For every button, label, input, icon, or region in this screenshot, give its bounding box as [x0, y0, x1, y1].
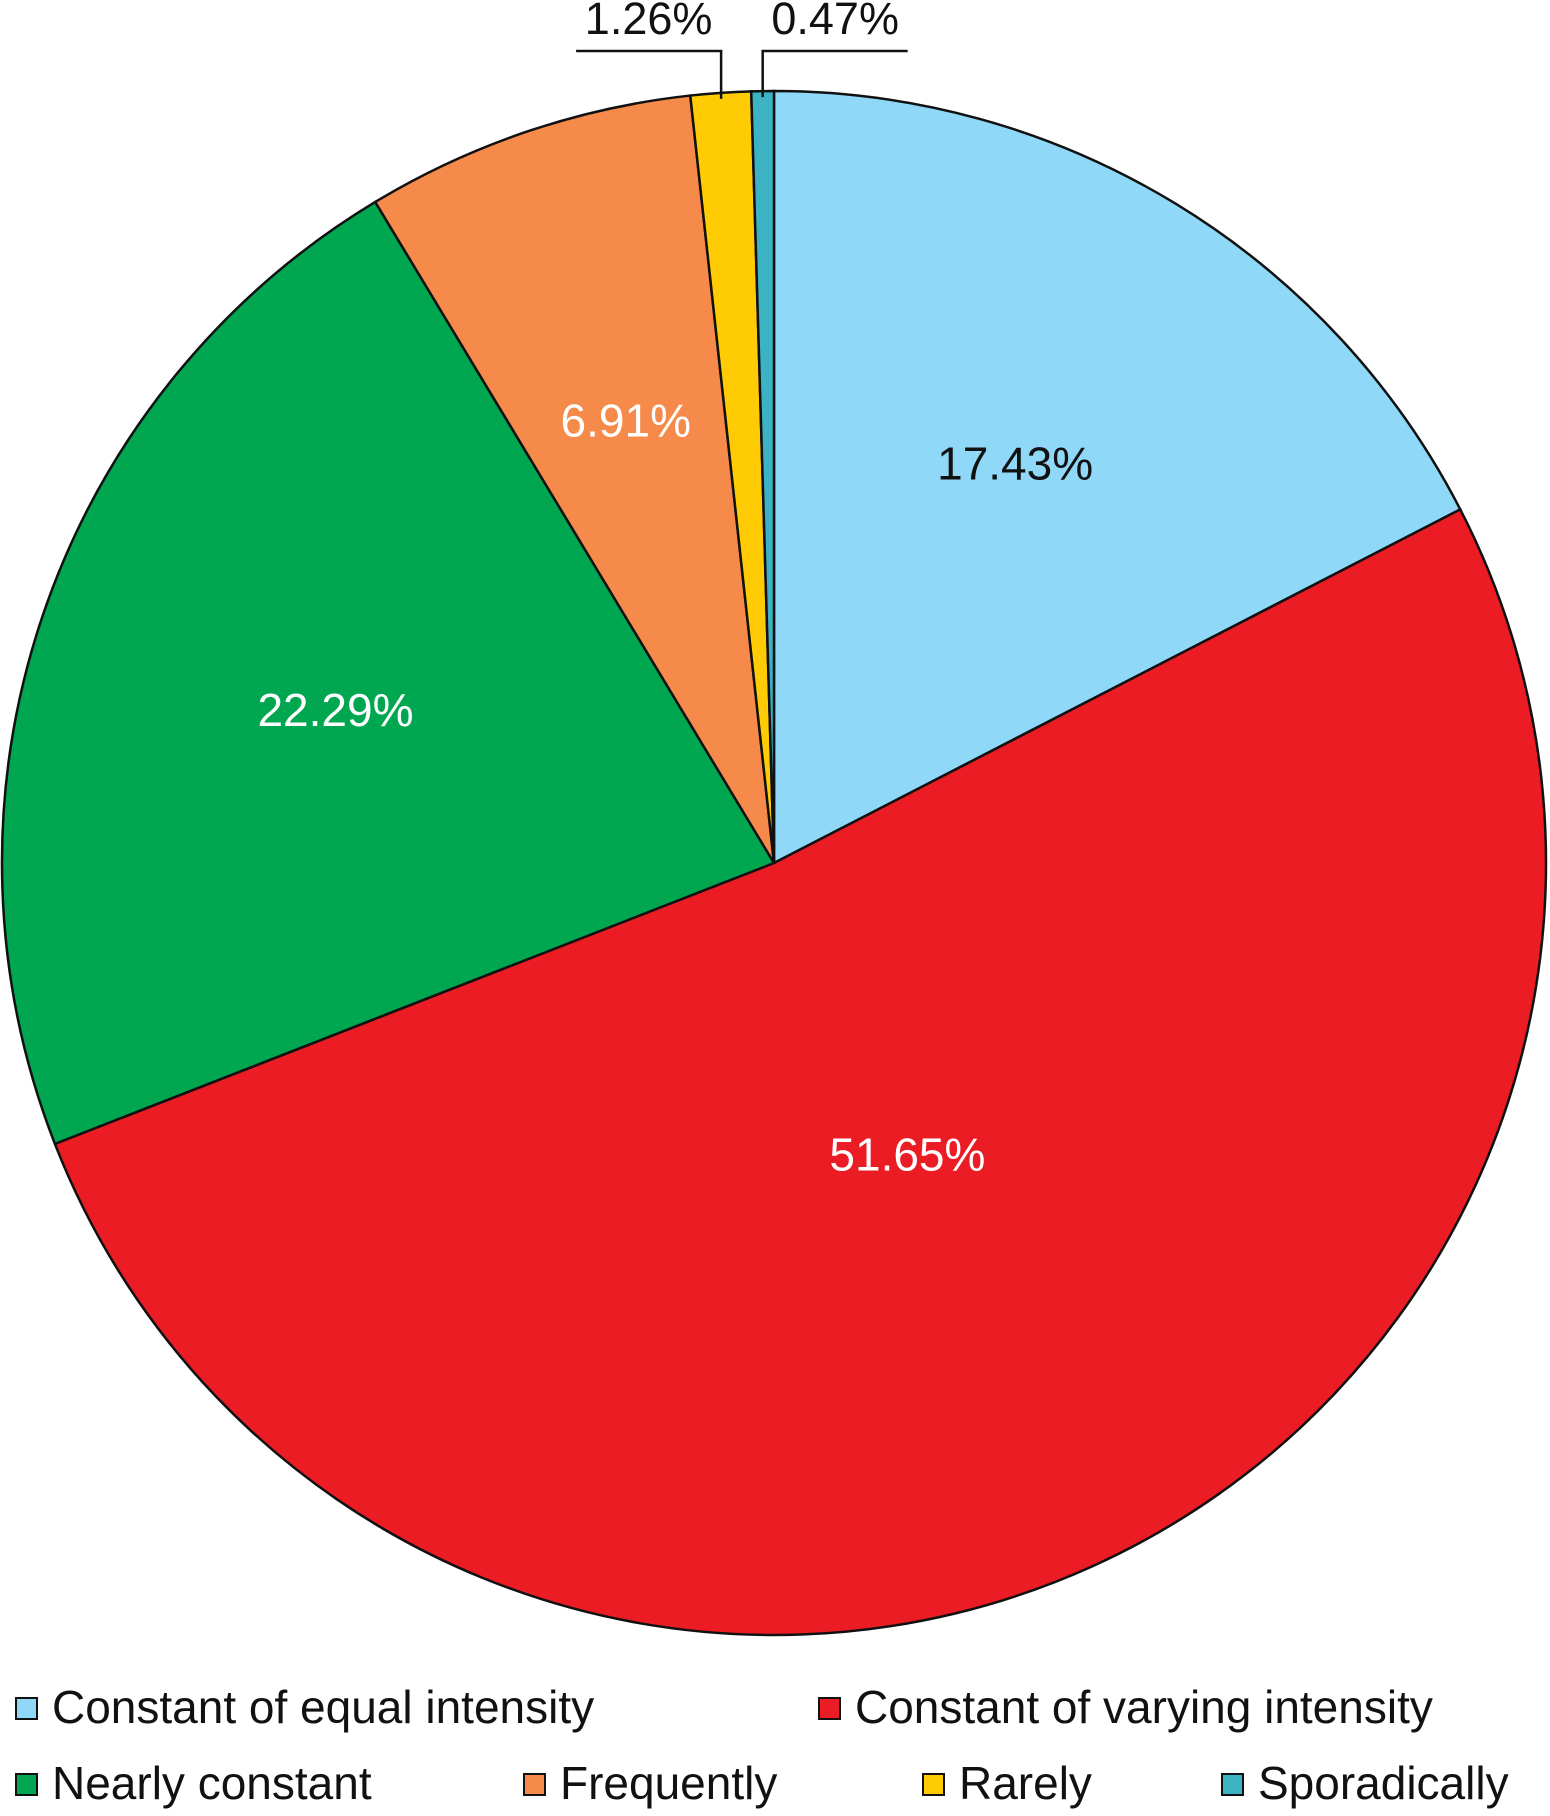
pie-slice [373, 94, 776, 864]
pie-slice [0, 200, 776, 1146]
legend-label: Frequently [560, 1757, 777, 1809]
legend-swatch [818, 1697, 841, 1720]
leader-line [761, 49, 908, 98]
legend-label: Nearly constant [52, 1757, 372, 1809]
data-label: 22.29% [257, 684, 413, 736]
data-label: 51.65% [829, 1129, 985, 1181]
data-label: 0.47% [771, 0, 899, 44]
legend-swatch [15, 1773, 38, 1796]
data-label: 17.43% [937, 438, 1093, 490]
legend-label: Rarely [959, 1757, 1092, 1809]
legend-label: Constant of varying intensity [855, 1681, 1433, 1733]
legend-label: Sporadically [1258, 1757, 1509, 1809]
legend-swatch [922, 1773, 945, 1796]
leader-line [576, 49, 723, 99]
legend-swatch [1221, 1773, 1244, 1796]
pie-slice [772, 89, 1462, 866]
data-label: 6.91% [561, 394, 691, 446]
legend-swatch [15, 1697, 38, 1720]
legend-label: Constant of equal intensity [52, 1681, 594, 1733]
pie-slice [53, 507, 1548, 1637]
data-label: 1.26% [585, 0, 713, 44]
legend-swatch [523, 1773, 546, 1796]
